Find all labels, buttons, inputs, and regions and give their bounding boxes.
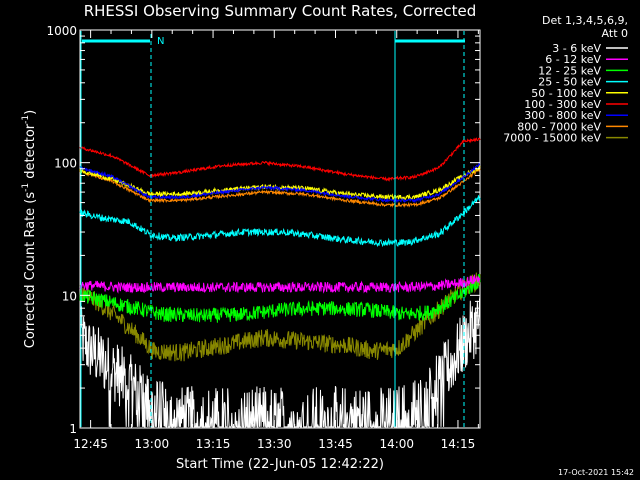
x-tick-label: 12:45 [73,437,108,451]
series-line-50-100keV [79,165,481,201]
y-tick-label: 1000 [46,24,77,38]
y-axis-label: Corrected Count Rate (s-1 detector-1) [21,110,38,348]
legend-label: 50 - 100 keV [531,87,601,100]
series-line-800-7000keV [79,167,481,208]
legend-label: 12 - 25 keV [538,64,601,77]
series-line-7000-15000keV [79,272,481,362]
legend-header-detectors: Det 1,3,4,5,6,9, [542,14,628,27]
chart-title: RHESSI Observing Summary Count Rates, Co… [84,2,477,20]
legend-label: 7000 - 15000 keV [503,132,601,145]
series-line-6-12keV [79,274,481,294]
legend-label: 25 - 50 keV [538,76,601,89]
plot-frame [79,29,481,429]
x-axis: 12:45 13:00 13:15 13:30 13:45 14:00 14:15 [73,30,479,451]
legend-label: 3 - 6 keV [552,42,601,55]
x-tick-label: 13:45 [318,437,353,451]
orbit-markers: N [80,31,465,427]
series-line-100-300keV [79,137,481,183]
x-tick-label: 13:00 [135,437,170,451]
x-tick-label: 13:15 [196,437,231,451]
night-marker-label: N [157,36,164,47]
x-tick-label: 14:15 [441,437,476,451]
x-tick-label: 13:30 [257,437,292,451]
legend-label: 100 - 300 keV [524,98,601,111]
series-line-300-800keV [79,161,481,204]
series-line-3-6keV [79,295,481,429]
legend-label: 6 - 12 keV [545,53,601,66]
generated-timestamp: 17-Oct-2021 15:42 [558,468,634,477]
legend-header-attenuator: Att 0 [602,27,628,40]
series-line-25-50keV [79,195,481,248]
legend-label: 300 - 800 keV [524,109,601,122]
y-tick-label: 100 [54,157,77,171]
y-tick-label: 10 [62,289,77,303]
y-tick-label: 1 [69,422,77,436]
x-tick-label: 14:00 [379,437,414,451]
x-axis-label: Start Time (22-Jun-05 12:42:22) [176,457,384,472]
series-line-12-25keV [79,274,481,323]
legend-label: 800 - 7000 keV [517,120,601,133]
series-layer [79,137,481,429]
y-axis: 1 10 100 1000 [46,24,480,436]
